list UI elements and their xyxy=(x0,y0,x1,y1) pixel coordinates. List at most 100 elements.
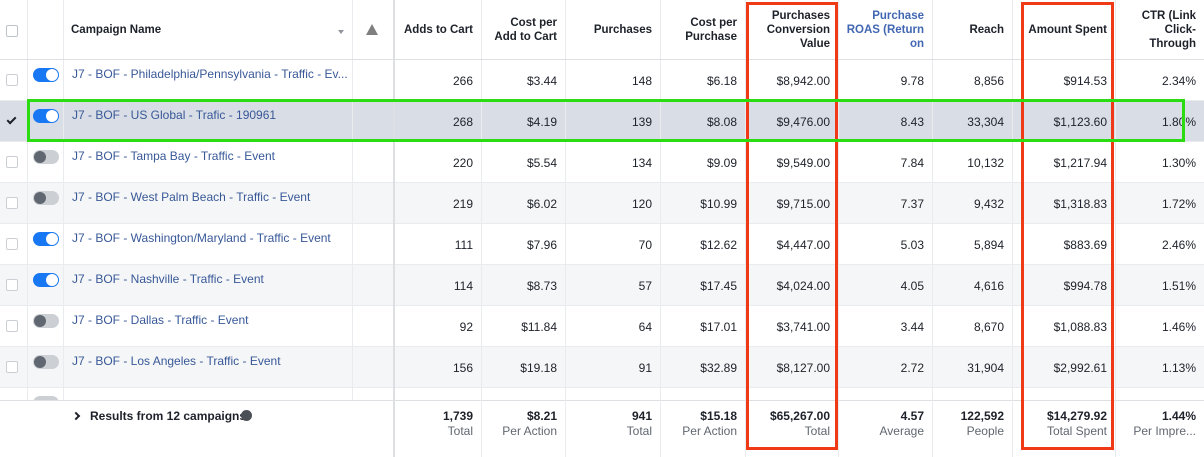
cell-value: $3,741.00 xyxy=(776,319,830,334)
column-divider xyxy=(1012,400,1013,457)
toggle[interactable] xyxy=(33,273,59,287)
toggle[interactable] xyxy=(33,109,59,123)
cell-value: 156 xyxy=(452,360,473,375)
cell-value: 5,894 xyxy=(973,237,1004,252)
cell-value: $5.54 xyxy=(526,155,557,170)
column-divider xyxy=(481,400,482,457)
checkbox[interactable] xyxy=(6,156,18,168)
cell-value: 148 xyxy=(631,73,652,88)
highlight-box xyxy=(1021,2,1114,450)
column-header[interactable]: Amount Spent xyxy=(1028,24,1107,36)
total-label: Per Action xyxy=(682,424,737,438)
campaign-name[interactable]: J7 - BOF - Tampa Bay - Traffic - Event xyxy=(72,149,275,163)
cell-value: $4,447.00 xyxy=(776,237,830,252)
campaign-name[interactable]: J7 - BOF - US Global - Trafic - 190961 xyxy=(72,108,277,122)
cell-value: 92 xyxy=(459,319,473,334)
checkbox[interactable] xyxy=(6,197,18,209)
cell-value: $32.89 xyxy=(700,360,737,375)
cell-value: 139 xyxy=(631,114,652,129)
campaign-name[interactable]: J7 - BOF - West Palm Beach - Traffic - E… xyxy=(72,190,311,204)
header-cell: Campaign Name xyxy=(71,24,162,36)
toggle-knob xyxy=(34,356,46,368)
toggle-knob xyxy=(46,233,58,245)
campaign-name[interactable]: J7 - BOF - Los Angeles - Traffic - Event xyxy=(72,354,281,368)
column-header[interactable]: CTR (Link Click-Through xyxy=(1141,10,1196,50)
cell-value: 10,132 xyxy=(967,155,1004,170)
checkbox[interactable] xyxy=(6,279,18,291)
cell-value: 8.43 xyxy=(900,114,924,129)
column-header[interactable]: Cost per Purchase xyxy=(685,17,737,43)
toggle-knob xyxy=(34,315,46,327)
campaign-name[interactable]: J7 - BOF - Dallas - Traffic - Event xyxy=(72,313,249,327)
cell-value: $9,549.00 xyxy=(776,155,830,170)
column-divider xyxy=(745,400,746,457)
column-header[interactable]: Purchase ROAS (Return on xyxy=(846,10,924,50)
cell-value: $883.69 xyxy=(1063,237,1107,252)
campaign-name[interactable]: J7 - BOF - Washington/Maryland - Traffic… xyxy=(72,231,331,245)
cell-value: $4,024.00 xyxy=(776,278,830,293)
cell-value: $994.78 xyxy=(1063,278,1107,293)
cell-value: $1,088.83 xyxy=(1053,319,1107,334)
cell-value: 1.51% xyxy=(1161,278,1196,293)
cell-value: 1.80% xyxy=(1161,114,1196,129)
table-row[interactable] xyxy=(0,265,1204,306)
table-row[interactable] xyxy=(0,306,1204,347)
column-header[interactable]: Adds to Cart xyxy=(404,24,473,36)
cell-value: 3.44 xyxy=(900,319,924,334)
toggle[interactable] xyxy=(33,232,59,246)
cell-value: 268 xyxy=(452,114,473,129)
column-divider xyxy=(481,0,482,457)
table-row[interactable] xyxy=(0,224,1204,265)
column-divider xyxy=(1115,0,1116,457)
cell-value: 4,616 xyxy=(973,278,1004,293)
cell-value: $6.02 xyxy=(526,196,557,211)
total-label: Total xyxy=(804,424,830,438)
total-value: 4.57 xyxy=(900,409,924,423)
checkbox[interactable] xyxy=(6,114,18,127)
campaign-name[interactable]: J7 - BOF - Philadelphia/Pennsylvania - T… xyxy=(72,67,347,81)
cell-value: $8,127.00 xyxy=(776,360,830,375)
checkbox[interactable] xyxy=(6,361,18,373)
cell-value: 31,904 xyxy=(967,360,1004,375)
table-row[interactable] xyxy=(0,142,1204,183)
header-bottom xyxy=(0,59,1204,60)
toggle[interactable] xyxy=(33,314,59,328)
checkbox[interactable] xyxy=(6,238,18,250)
total-label: Average xyxy=(879,424,924,438)
checkbox[interactable] xyxy=(6,320,18,332)
column-header[interactable]: Purchases Conversion Value xyxy=(766,10,830,50)
toggle[interactable] xyxy=(33,355,59,369)
campaign-name[interactable]: J7 - BOF - Nashville - Traffic - Event xyxy=(72,272,264,286)
checkbox[interactable] xyxy=(6,74,18,86)
table-row[interactable] xyxy=(0,101,1204,142)
column-divider xyxy=(838,0,839,457)
cell-value: $9,715.00 xyxy=(776,196,830,211)
cell-value: 8,856 xyxy=(973,73,1004,88)
cell-value: $4.19 xyxy=(526,114,557,129)
footer xyxy=(0,400,1204,457)
cell-value: 114 xyxy=(453,278,473,293)
toggle[interactable] xyxy=(33,68,59,82)
column-header[interactable]: Cost per Add to Cart xyxy=(494,17,557,43)
cell-value: $8.08 xyxy=(706,114,737,129)
cell-value: 7.37 xyxy=(900,196,924,211)
column-header[interactable]: Purchases xyxy=(593,24,652,36)
toggle[interactable] xyxy=(33,191,59,205)
total-value: 1,739 xyxy=(442,409,473,423)
column-header[interactable]: Reach xyxy=(969,24,1004,36)
toggle[interactable] xyxy=(33,150,59,164)
cell-value: 1.13% xyxy=(1161,360,1196,375)
table-row[interactable] xyxy=(0,183,1204,224)
table-row[interactable] xyxy=(0,347,1204,388)
total-label: Total xyxy=(447,424,473,438)
column-divider xyxy=(745,0,746,457)
cell-value: 1.30% xyxy=(1161,155,1196,170)
checkbox[interactable] xyxy=(6,25,18,37)
total-value: $8.21 xyxy=(526,409,557,423)
cell-value: $12.62 xyxy=(700,237,737,252)
cell-value: $19.18 xyxy=(520,360,557,375)
cell-value: 7.84 xyxy=(900,155,924,170)
cell-value: 134 xyxy=(631,155,652,170)
toggle-knob xyxy=(46,274,58,286)
cell-value: 70 xyxy=(638,237,652,252)
